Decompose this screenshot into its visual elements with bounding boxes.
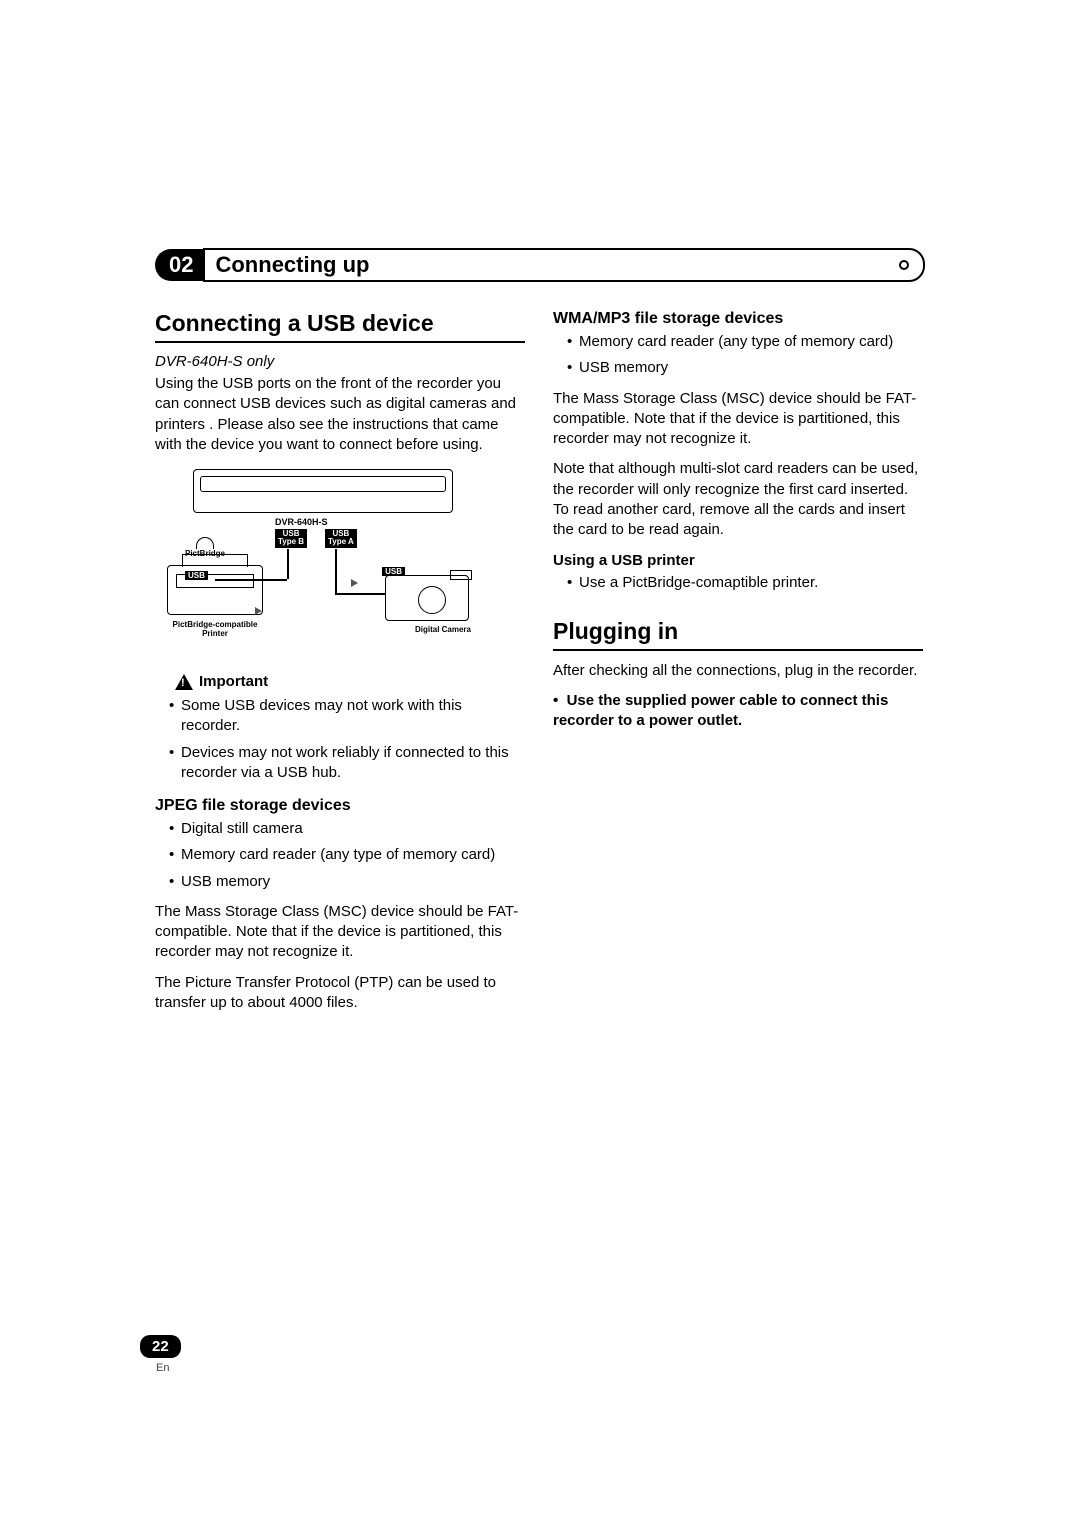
diagram-cable	[215, 579, 287, 581]
diagram-printer-usb-tag: USB	[185, 571, 208, 580]
diagram-printer-label: PictBridge-compatible Printer	[155, 621, 275, 639]
diagram-camera	[385, 575, 469, 621]
list-item: Memory card reader (any type of memory c…	[567, 332, 923, 352]
two-column-layout: Connecting a USB device DVR-640H-S only …	[155, 310, 925, 1023]
page-number: 22	[140, 1335, 181, 1358]
chapter-cap-decoration	[899, 260, 909, 270]
wma-paragraph-2: Note that although multi-slot card reade…	[553, 459, 923, 540]
list-item: USB memory	[169, 872, 525, 892]
chapter-title: Connecting up	[215, 252, 369, 278]
section-heading-usb: Connecting a USB device	[155, 310, 525, 343]
chapter-number: 02	[155, 249, 203, 281]
section-heading-plugging: Plugging in	[553, 618, 923, 651]
page-content: 02 Connecting up Connecting a USB device…	[155, 248, 925, 1023]
diagram-printer	[167, 565, 263, 615]
right-column: WMA/MP3 file storage devices Memory card…	[553, 310, 923, 1023]
list-item: Some USB devices may not work with this …	[169, 696, 525, 737]
wma-paragraph-1: The Mass Storage Class (MSC) device shou…	[553, 389, 923, 450]
diagram-cable	[287, 549, 289, 579]
important-label: Important	[199, 673, 268, 690]
list-item: USB memory	[567, 358, 923, 378]
usb-printer-list: Use a PictBridge-comaptible printer.	[553, 573, 923, 593]
diagram-recorder	[193, 469, 453, 513]
subheading-jpeg: JPEG file storage devices	[155, 797, 525, 815]
subheading-usb-printer: Using a USB printer	[553, 552, 923, 569]
chapter-title-wrap: Connecting up	[203, 248, 925, 282]
jpeg-list: Digital still camera Memory card reader …	[155, 819, 525, 892]
important-heading: Important	[175, 673, 525, 690]
intro-paragraph: Using the USB ports on the front of the …	[155, 374, 525, 455]
list-item: Devices may not work reliably if connect…	[169, 743, 525, 784]
plugging-bold-note: • Use the supplied power cable to connec…	[553, 691, 923, 732]
wma-list: Memory card reader (any type of memory c…	[553, 332, 923, 379]
diagram-camera-label: Digital Camera	[415, 625, 471, 634]
chapter-header: 02 Connecting up	[155, 248, 925, 282]
page-language: En	[156, 1362, 169, 1374]
jpeg-paragraph-1: The Mass Storage Class (MSC) device shou…	[155, 902, 525, 963]
diagram-dvr-label: DVR-640H-S	[275, 517, 328, 527]
left-column: Connecting a USB device DVR-640H-S only …	[155, 310, 525, 1023]
subheading-wma: WMA/MP3 file storage devices	[553, 310, 923, 328]
diagram-usb-type-a-tag: USB Type A	[325, 529, 357, 548]
important-list: Some USB devices may not work with this …	[155, 696, 525, 783]
diagram-usb-type-b-tag: USB Type B	[275, 529, 307, 548]
warning-icon	[175, 674, 193, 690]
arrow-icon	[351, 579, 358, 587]
list-item: Digital still camera	[169, 819, 525, 839]
arrow-icon	[255, 607, 262, 615]
connection-diagram: DVR-640H-S USB Type B USB Type A PictBri…	[155, 469, 485, 649]
plugging-paragraph: After checking all the connections, plug…	[553, 661, 923, 681]
model-restriction: DVR-640H-S only	[155, 353, 525, 370]
diagram-camera-usb-tag: USB	[382, 567, 405, 576]
list-item: Memory card reader (any type of memory c…	[169, 845, 525, 865]
diagram-cable	[335, 549, 337, 593]
plugging-bold-text: Use the supplied power cable to connect …	[553, 692, 888, 729]
list-item: Use a PictBridge-comaptible printer.	[567, 573, 923, 593]
jpeg-paragraph-2: The Picture Transfer Protocol (PTP) can …	[155, 973, 525, 1014]
diagram-cable	[335, 593, 385, 595]
